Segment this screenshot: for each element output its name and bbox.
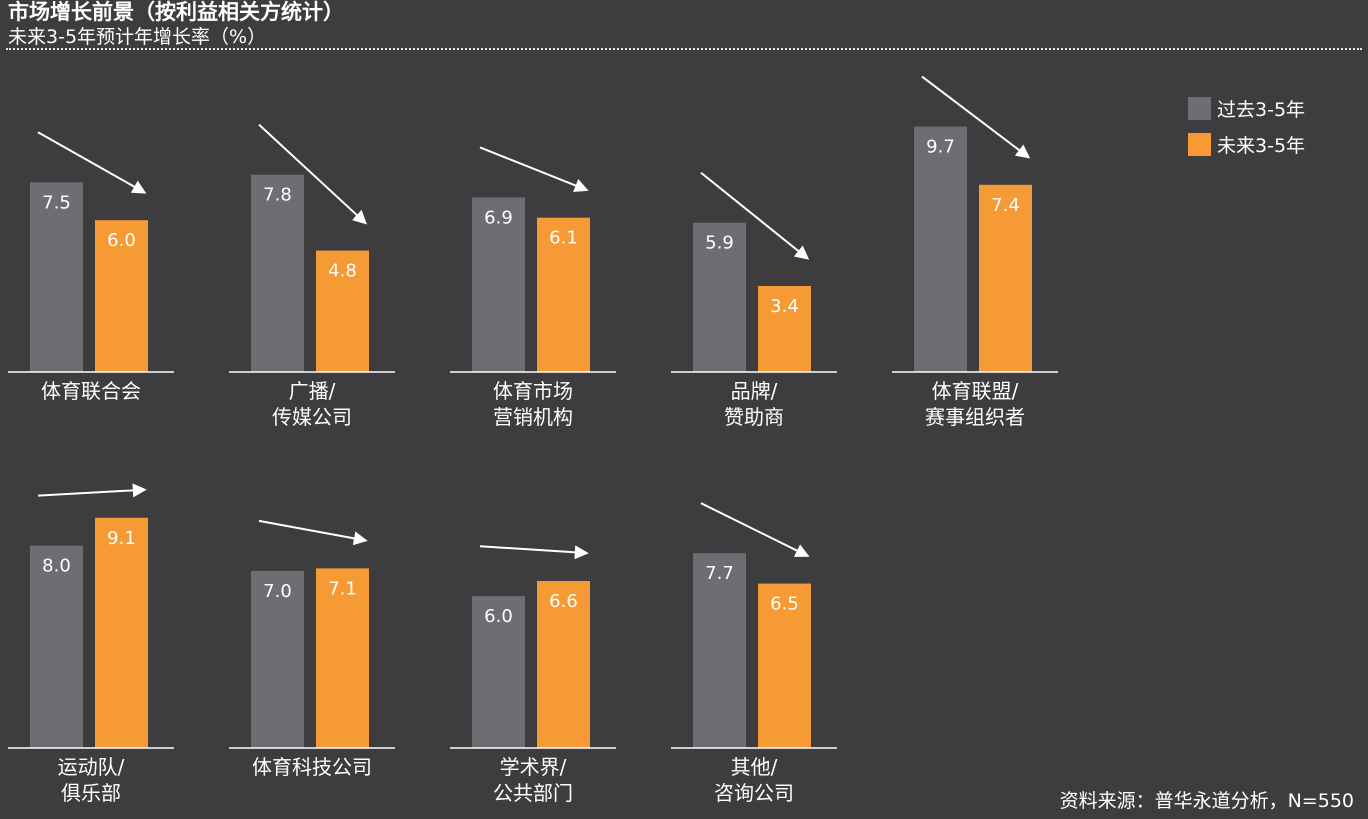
data-label-future: 4.8: [328, 261, 357, 282]
data-label-future: 6.6: [549, 591, 578, 612]
category-label: 传媒公司: [272, 405, 352, 429]
data-label-future: 7.1: [328, 578, 357, 599]
category-label: 学术界/: [500, 755, 567, 779]
panel-9: 7.7 6.5 其他/咨询公司: [671, 502, 837, 805]
category-label: 赛事组织者: [925, 405, 1025, 429]
data-label-past: 8.0: [42, 556, 71, 577]
bar-future: [316, 568, 369, 748]
category-label: 营销机构: [493, 405, 573, 429]
bar-future: [758, 583, 811, 748]
legend-item-past: 过去3-5年: [1188, 96, 1306, 121]
category-label: 其他/: [731, 755, 778, 779]
panel-7: 7.0 7.1 体育科技公司: [229, 519, 395, 779]
bar-past: [693, 222, 746, 372]
bar-past: [472, 596, 525, 748]
category-label: 体育市场: [493, 379, 573, 403]
data-label-past: 7.0: [263, 581, 292, 602]
bar-past: [472, 197, 525, 372]
data-label-past: 7.7: [705, 563, 734, 584]
bar-past: [30, 545, 83, 748]
panel-5: 9.7 7.4 体育联盟/赛事组织者: [892, 75, 1058, 429]
data-label-past: 7.8: [263, 185, 292, 206]
trend-arrow: [258, 123, 368, 225]
chart-subtitle: 未来3-5年预计年增长率（%）: [8, 26, 267, 48]
dotted-divider: [6, 48, 1362, 50]
data-label-past: 7.5: [42, 192, 71, 213]
category-label: 品牌/: [731, 379, 778, 403]
bar-past: [914, 126, 967, 372]
bar-future: [316, 250, 369, 372]
data-label-future: 3.4: [770, 296, 799, 317]
trend-arrow: [37, 131, 147, 194]
panel-6: 8.0 9.1 运动队/俱乐部: [8, 483, 174, 805]
data-label-future: 7.4: [991, 195, 1020, 216]
bar-future: [95, 517, 148, 748]
category-label: 体育联盟/: [932, 379, 1019, 403]
trend-arrow: [479, 545, 589, 560]
bar-past: [693, 553, 746, 748]
data-label-past: 9.7: [926, 137, 955, 158]
legend-label-future: 未来3-5年: [1217, 134, 1306, 157]
data-label-future: 6.1: [549, 228, 578, 249]
data-label-past: 6.9: [484, 207, 513, 228]
category-label: 公共部门: [493, 781, 573, 805]
panel-1: 7.5 6.0 体育联合会: [8, 131, 174, 403]
trend-arrow: [479, 146, 589, 193]
bar-future: [979, 184, 1032, 372]
panel-2: 7.8 4.8 广播/传媒公司: [229, 123, 395, 429]
trend-arrow: [700, 171, 810, 260]
legend-swatch-past: [1188, 96, 1211, 120]
bar-past: [251, 570, 304, 748]
bar-past: [30, 182, 83, 372]
trend-arrow: [700, 502, 810, 557]
category-label: 体育科技公司: [252, 755, 372, 779]
category-label: 运动队/: [58, 755, 125, 779]
panel-8: 6.0 6.6 学术界/公共部门: [450, 545, 616, 805]
source-note: 资料来源：普华永道分析，N=550: [1059, 790, 1354, 812]
trend-arrow: [921, 75, 1031, 159]
category-label: 体育联合会: [41, 379, 141, 403]
data-label-future: 9.1: [107, 528, 136, 549]
data-label-past: 5.9: [705, 233, 734, 254]
bar-future: [95, 220, 148, 372]
legend-swatch-future: [1188, 132, 1211, 156]
trend-arrow: [258, 519, 368, 546]
category-label: 广播/: [289, 379, 336, 403]
category-label: 咨询公司: [714, 781, 794, 805]
trend-arrow: [37, 483, 147, 498]
chart-title: 市场增长前景（按利益相关方统计）: [8, 0, 344, 24]
data-label-future: 6.0: [107, 230, 136, 251]
legend-item-future: 未来3-5年: [1188, 132, 1306, 157]
category-label: 赞助商: [724, 405, 784, 429]
bar-future: [758, 285, 811, 372]
data-label-future: 6.5: [770, 594, 799, 615]
bar-future: [537, 581, 590, 748]
bar-past: [251, 174, 304, 372]
panel-4: 5.9 3.4 品牌/赞助商: [671, 171, 837, 429]
bar-future: [537, 217, 590, 372]
category-label: 俱乐部: [61, 781, 121, 805]
legend-label-past: 过去3-5年: [1217, 98, 1306, 121]
data-label-past: 6.0: [484, 606, 513, 627]
